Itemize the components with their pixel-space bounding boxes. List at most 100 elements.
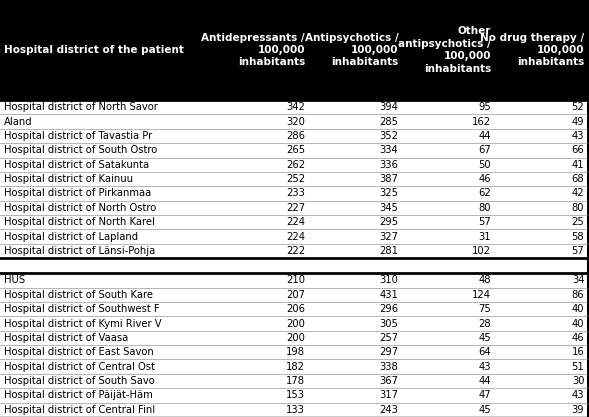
Text: 42: 42	[572, 188, 584, 198]
Text: Other
antipsychotics /
100,000
inhabitants: Other antipsychotics / 100,000 inhabitan…	[399, 26, 491, 73]
Text: 336: 336	[379, 160, 398, 170]
Bar	[0, 345, 215, 359]
Text: Antipsychotics /
100,000
inhabitants: Antipsychotics / 100,000 inhabitants	[305, 33, 398, 68]
Text: 34: 34	[572, 275, 584, 285]
Text: Hospital district of Lapland: Hospital district of Lapland	[4, 231, 138, 241]
Bar	[308, 345, 401, 359]
Bar	[494, 302, 587, 317]
Bar	[215, 100, 308, 114]
Text: 317: 317	[379, 390, 398, 400]
Text: 28: 28	[479, 319, 491, 329]
Text: 30: 30	[572, 376, 584, 386]
Bar	[0, 258, 587, 273]
Bar	[308, 143, 401, 158]
Bar	[494, 331, 587, 345]
Bar	[494, 345, 587, 359]
Text: 227: 227	[286, 203, 305, 213]
Bar	[308, 100, 401, 114]
Bar	[215, 158, 308, 172]
Text: 43: 43	[572, 390, 584, 400]
Text: 48: 48	[479, 275, 491, 285]
Bar	[494, 229, 587, 244]
Text: 40: 40	[572, 319, 584, 329]
Text: 224: 224	[286, 217, 305, 227]
Bar	[494, 244, 587, 258]
Text: 51: 51	[571, 362, 584, 372]
Text: 285: 285	[379, 117, 398, 127]
Text: 25: 25	[571, 217, 584, 227]
Bar	[308, 129, 401, 143]
Bar	[308, 244, 401, 258]
Bar	[215, 114, 308, 129]
Bar	[0, 215, 215, 229]
Text: Hospital district of North Karel: Hospital district of North Karel	[4, 217, 155, 227]
Bar	[494, 143, 587, 158]
Bar	[308, 172, 401, 186]
Text: Hospital district of North Ostro: Hospital district of North Ostro	[4, 203, 156, 213]
Text: 58: 58	[572, 231, 584, 241]
Text: 295: 295	[379, 217, 398, 227]
Text: 198: 198	[286, 347, 305, 357]
Text: 431: 431	[379, 290, 398, 300]
Bar	[308, 331, 401, 345]
Text: 47: 47	[479, 390, 491, 400]
Bar	[308, 201, 401, 215]
Text: 62: 62	[478, 188, 491, 198]
Text: 345: 345	[379, 203, 398, 213]
Bar	[401, 403, 494, 417]
Text: 367: 367	[379, 376, 398, 386]
Text: 222: 222	[286, 246, 305, 256]
Bar	[494, 388, 587, 403]
Bar	[0, 0, 215, 100]
Text: 296: 296	[379, 304, 398, 314]
Text: 320: 320	[286, 117, 305, 127]
Bar	[215, 215, 308, 229]
Bar	[0, 229, 215, 244]
Bar	[401, 172, 494, 186]
Text: 262: 262	[286, 160, 305, 170]
Text: 43: 43	[572, 131, 584, 141]
Text: 394: 394	[379, 102, 398, 112]
Bar	[308, 302, 401, 317]
Text: Hospital district of the patient: Hospital district of the patient	[4, 45, 184, 55]
Bar	[308, 215, 401, 229]
Text: Hospital district of Kainuu: Hospital district of Kainuu	[4, 174, 133, 184]
Text: 182: 182	[286, 362, 305, 372]
Bar	[494, 158, 587, 172]
Bar	[0, 359, 215, 374]
Text: 200: 200	[286, 333, 305, 343]
Text: 52: 52	[571, 102, 584, 112]
Text: 297: 297	[379, 347, 398, 357]
Bar	[401, 317, 494, 331]
Bar	[401, 374, 494, 388]
Bar	[215, 244, 308, 258]
Text: 66: 66	[571, 146, 584, 156]
Bar	[215, 143, 308, 158]
Bar	[215, 129, 308, 143]
Bar	[494, 201, 587, 215]
Text: 224: 224	[286, 231, 305, 241]
Text: 49: 49	[572, 117, 584, 127]
Bar	[0, 172, 215, 186]
Text: 281: 281	[379, 246, 398, 256]
Text: Hospital district of Pirkanmaa: Hospital district of Pirkanmaa	[4, 188, 151, 198]
Text: 334: 334	[379, 146, 398, 156]
Text: 75: 75	[478, 304, 491, 314]
Text: Hospital district of Tavastia Pr: Hospital district of Tavastia Pr	[4, 131, 153, 141]
Bar	[401, 100, 494, 114]
Bar	[0, 388, 215, 403]
Bar	[308, 114, 401, 129]
Bar	[308, 388, 401, 403]
Bar	[494, 215, 587, 229]
Text: 210: 210	[286, 275, 305, 285]
Text: 80: 80	[572, 203, 584, 213]
Text: HUS: HUS	[4, 275, 25, 285]
Text: 31: 31	[479, 231, 491, 241]
Text: 45: 45	[479, 333, 491, 343]
Text: 133: 133	[286, 405, 305, 415]
Text: Hospital district of Central Finl: Hospital district of Central Finl	[4, 405, 155, 415]
Bar	[215, 331, 308, 345]
Text: 200: 200	[286, 319, 305, 329]
Text: 39: 39	[572, 405, 584, 415]
Text: 162: 162	[472, 117, 491, 127]
